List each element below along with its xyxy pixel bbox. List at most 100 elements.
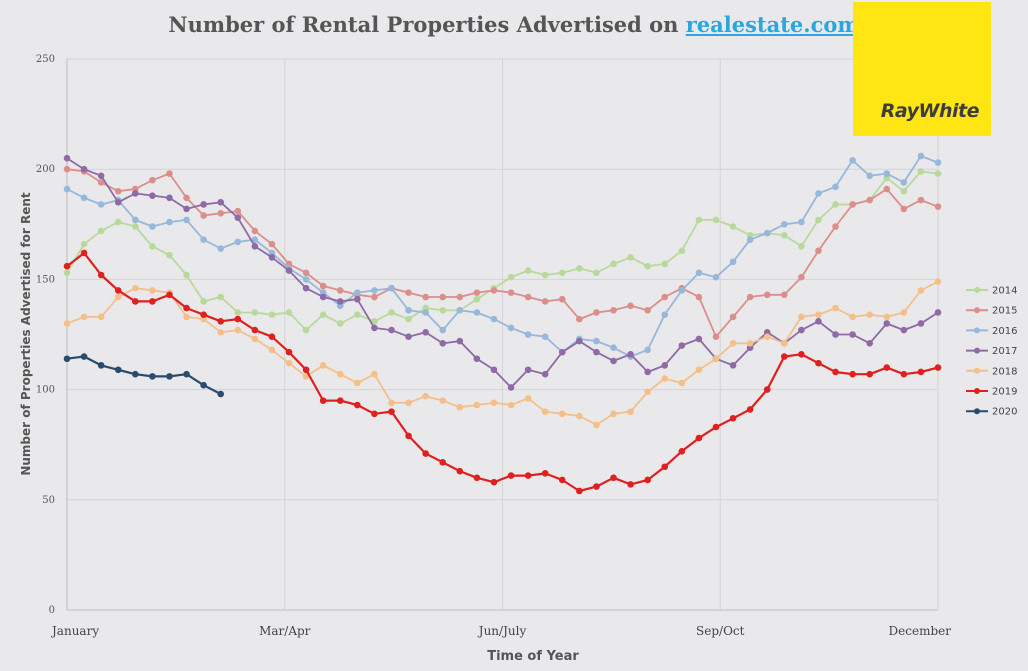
data-point-2017 bbox=[217, 198, 225, 206]
data-point-2015 bbox=[97, 179, 105, 186]
data-point-2019 bbox=[815, 359, 822, 367]
data-point-2019 bbox=[388, 408, 395, 415]
data-point-2015 bbox=[422, 293, 429, 301]
series-line-2020 bbox=[66, 355, 222, 395]
data-point-2019 bbox=[166, 291, 173, 299]
data-point-2014 bbox=[149, 243, 156, 250]
legend-label: 2019 bbox=[992, 387, 1017, 398]
data-point-2020 bbox=[132, 370, 139, 378]
data-point-2018 bbox=[627, 408, 634, 415]
data-point-2014 bbox=[319, 311, 327, 318]
series-lines bbox=[63, 152, 942, 495]
data-point-2016 bbox=[832, 183, 839, 191]
data-point-2019 bbox=[319, 397, 327, 404]
data-point-2017 bbox=[832, 331, 839, 338]
data-point-2016 bbox=[541, 333, 549, 341]
data-point-2017 bbox=[200, 201, 207, 208]
data-point-2014 bbox=[371, 317, 378, 325]
data-point-2015 bbox=[883, 185, 891, 193]
data-point-2015 bbox=[798, 273, 805, 281]
data-point-2017 bbox=[388, 326, 395, 334]
data-point-2018 bbox=[473, 401, 481, 409]
data-point-2015 bbox=[729, 313, 737, 321]
data-point-2017 bbox=[319, 293, 327, 301]
data-point-2015 bbox=[456, 293, 464, 301]
data-point-2018 bbox=[354, 379, 361, 387]
data-point-2018 bbox=[883, 313, 891, 321]
data-point-2014 bbox=[285, 309, 293, 316]
data-point-2014 bbox=[336, 320, 344, 327]
data-point-2017 bbox=[917, 320, 925, 327]
data-point-2016 bbox=[763, 229, 771, 237]
data-point-2019 bbox=[610, 474, 617, 482]
series-line-2019 bbox=[66, 251, 939, 493]
data-point-2016 bbox=[439, 326, 447, 334]
data-point-2014 bbox=[439, 306, 447, 314]
title-link[interactable]: realestate.com bbox=[685, 12, 860, 37]
data-point-2016 bbox=[354, 289, 361, 296]
data-point-2018 bbox=[815, 311, 822, 318]
data-point-2016 bbox=[388, 284, 395, 292]
data-point-2016 bbox=[712, 273, 720, 281]
data-point-2016 bbox=[183, 216, 190, 224]
data-point-2019 bbox=[576, 487, 583, 495]
data-point-2015 bbox=[336, 287, 344, 294]
data-point-2014 bbox=[132, 223, 139, 230]
data-point-2019 bbox=[627, 481, 634, 488]
data-point-2014 bbox=[627, 254, 634, 261]
data-point-2015 bbox=[405, 289, 412, 296]
data-point-2014 bbox=[524, 267, 532, 274]
data-point-2019 bbox=[285, 348, 293, 356]
legend-item-2015: 2015 bbox=[966, 306, 1017, 317]
data-point-2018 bbox=[285, 359, 293, 367]
data-point-2016 bbox=[883, 170, 891, 177]
data-point-2017 bbox=[166, 194, 173, 202]
data-point-2016 bbox=[661, 311, 669, 318]
data-point-2016 bbox=[729, 258, 737, 266]
series-2016 bbox=[63, 152, 942, 360]
data-point-2016 bbox=[63, 185, 71, 193]
data-point-2018 bbox=[558, 410, 566, 418]
data-point-2019 bbox=[832, 368, 839, 376]
data-point-2016 bbox=[132, 216, 139, 224]
data-point-2015 bbox=[490, 287, 498, 294]
data-point-2018 bbox=[319, 362, 327, 369]
data-point-2019 bbox=[97, 271, 105, 279]
data-point-2019 bbox=[558, 476, 566, 484]
data-point-2019 bbox=[114, 287, 122, 294]
data-point-2014 bbox=[558, 269, 566, 277]
data-point-2015 bbox=[763, 291, 771, 299]
series-line-2016 bbox=[66, 155, 939, 358]
data-point-2017 bbox=[251, 243, 259, 250]
data-point-2016 bbox=[678, 287, 686, 294]
data-point-2018 bbox=[422, 392, 429, 400]
data-point-2014 bbox=[388, 309, 395, 316]
data-point-2014 bbox=[900, 187, 908, 195]
data-point-2018 bbox=[371, 370, 378, 378]
data-point-2019 bbox=[268, 333, 276, 341]
data-point-2019 bbox=[678, 448, 686, 455]
data-point-2017 bbox=[934, 309, 942, 316]
data-point-2017 bbox=[97, 172, 105, 180]
data-point-2020 bbox=[217, 390, 225, 398]
data-point-2017 bbox=[234, 214, 242, 221]
data-point-2017 bbox=[798, 326, 805, 334]
data-point-2016 bbox=[900, 179, 908, 186]
data-point-2018 bbox=[541, 408, 549, 415]
data-point-2017 bbox=[558, 348, 566, 356]
legend-item-2017: 2017 bbox=[966, 346, 1017, 357]
data-point-2014 bbox=[815, 216, 822, 224]
y-axis-label: Number of Properties Advertised for Rent bbox=[19, 192, 33, 476]
data-point-2019 bbox=[798, 351, 805, 358]
data-point-2014 bbox=[97, 227, 105, 235]
y-tick-label: 200 bbox=[36, 164, 55, 175]
data-point-2014 bbox=[251, 309, 259, 316]
data-point-2018 bbox=[593, 421, 600, 429]
data-point-2014 bbox=[934, 170, 942, 177]
data-point-2020 bbox=[183, 370, 190, 378]
data-point-2016 bbox=[524, 331, 532, 338]
x-tick-label: December bbox=[889, 624, 952, 638]
data-point-2017 bbox=[849, 331, 856, 338]
data-point-2017 bbox=[132, 190, 139, 197]
